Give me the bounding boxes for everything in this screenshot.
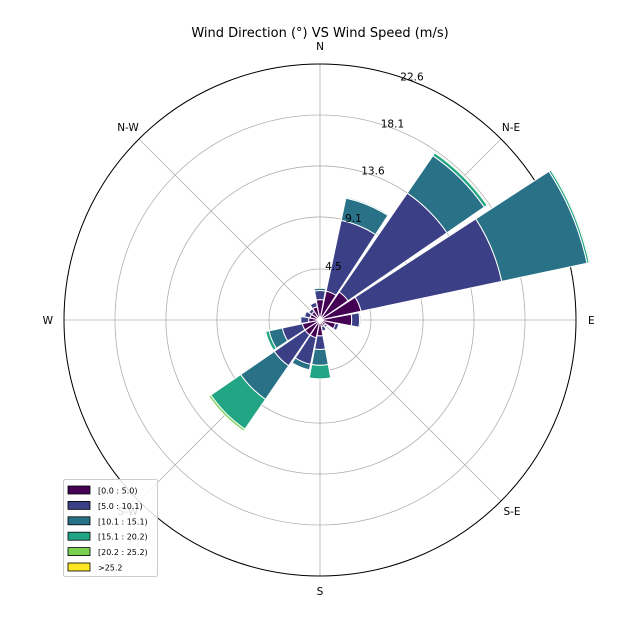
legend-label: >25.2 [98,564,123,573]
radial-tick-label: 4.5 [325,261,342,273]
direction-label-n-e: N-E [502,122,520,134]
legend-swatch [67,485,91,495]
legend-label: [20.2 : 25.2) [98,548,148,557]
bar-sector-11-bin-3 [265,330,277,351]
outer-frame [63,63,577,577]
grid-spoke [138,138,321,321]
bar-sector-4-bin-1 [350,312,361,328]
bar-sector-1-bin-3 [345,196,390,217]
radial-tick-label: 13.6 [361,166,385,178]
legend-swatch [67,562,91,572]
bar-sector-10-bin-4 [208,394,246,432]
grid-spoke [319,319,502,502]
bar-sector-8-bin-3 [308,363,332,380]
radial-tick-labels: 4.5 9.1 13.6 18.1 22.6 [325,71,424,272]
legend: [0.0 : 5.0) [5.0 : 10.1) [10.1 : 15.1) [15.… [63,479,158,577]
direction-label-n: N [316,41,324,53]
direction-label-w: W [43,315,54,327]
legend-label: [15.1 : 20.2) [98,533,148,542]
bar-sector-2-bin-4 [434,151,489,206]
radial-tick-label: 22.6 [400,71,424,83]
legend-label: [10.1 : 15.1) [98,517,148,526]
legend-swatch [67,531,91,541]
bar-sector-8-bin-2 [311,348,329,366]
wind-bars [208,151,591,432]
legend-swatch [67,516,91,526]
bar-sector-4-bin-2 [358,311,362,329]
direction-label-e: E [588,315,595,327]
bar-sector-12-bin-2 [299,315,302,325]
bar-sector-0-bin-1 [314,290,326,301]
grid-ring [165,165,475,475]
direction-label-s: S [317,586,324,598]
legend-swatch [67,547,91,556]
bar-sector-15-bin-2 [308,300,317,306]
bar-sector-3-bin-4 [550,168,591,264]
bar-sector-0-bin-2 [313,287,327,292]
direction-label-n-w: N-W [117,122,139,134]
chart-title: Wind Direction (°) VS Wind Speed (m/s) [191,26,448,41]
bar-sector-9-bin-2 [291,357,312,371]
radial-tick-label: 9.1 [345,213,362,225]
grid-ring [114,114,526,526]
bar-sector-5-bin-1 [332,322,340,332]
radial-tick-label: 18.1 [381,119,404,131]
grid-ring [216,216,424,424]
direction-label-s-e: S-E [503,506,520,518]
legend-label: [5.0 : 10.1) [98,502,143,511]
legend-swatch [67,500,91,510]
legend-label: [0.0 : 5.0) [98,487,137,496]
